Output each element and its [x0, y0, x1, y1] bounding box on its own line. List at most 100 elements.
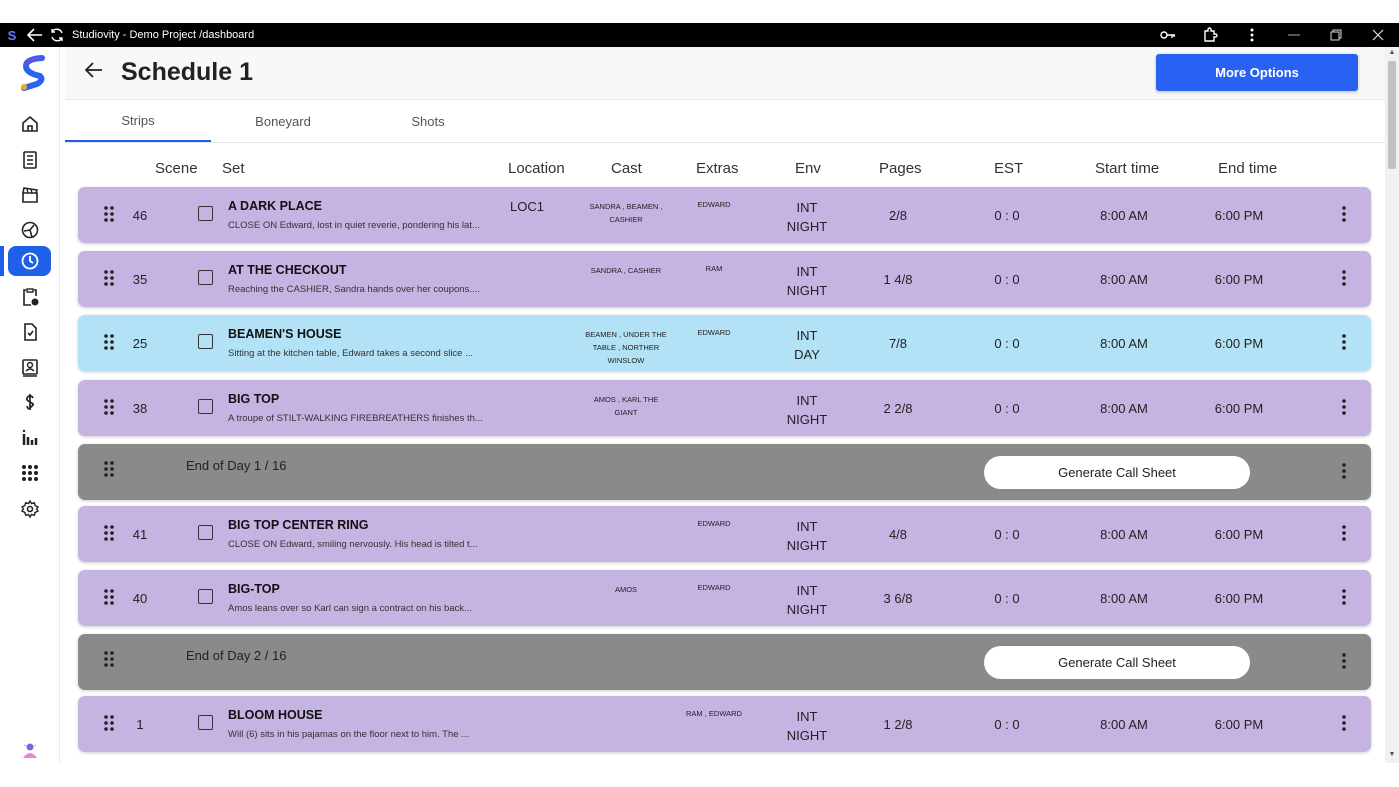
strip-row[interactable]: 46 A DARK PLACE CLOSE ON Edward, lost in q…: [78, 187, 1371, 243]
est: 0 : 0: [994, 336, 1020, 351]
row-menu-icon[interactable]: [1337, 269, 1351, 289]
strip-row[interactable]: 40 BIG-TOP Amos leans over so Karl can sig…: [78, 570, 1371, 626]
drag-handle-icon[interactable]: [102, 333, 116, 351]
start-time: 8:00 AM: [1100, 527, 1148, 542]
clapperboard-icon: [21, 187, 38, 203]
set-title: BEAMEN'S HOUSE: [228, 327, 342, 341]
sidebar-item-reports[interactable]: [8, 317, 51, 347]
row-menu-icon[interactable]: [1337, 588, 1351, 608]
col-env: Env: [795, 160, 821, 177]
extensions-icon[interactable]: [1189, 23, 1231, 47]
more-options-button[interactable]: More Options: [1156, 54, 1358, 91]
scene-number: 40: [132, 591, 148, 606]
row-menu-icon[interactable]: [1337, 714, 1351, 734]
row-menu-icon[interactable]: [1337, 333, 1351, 353]
clipboard-clock-icon: [22, 288, 38, 306]
tab-shots[interactable]: Shots: [411, 113, 445, 129]
set-title: BIG TOP: [228, 392, 280, 406]
cast: SANDRA , BEAMEN , CASHIER: [589, 202, 663, 224]
sidebar-item-shots[interactable]: [8, 215, 51, 245]
sidebar-item-schedule[interactable]: [8, 246, 51, 276]
strip-row[interactable]: 1 BLOOM HOUSE Will (6) sits in his pajamas…: [78, 696, 1371, 752]
sidebar-item-script[interactable]: [8, 145, 51, 175]
generate-call-sheet-button[interactable]: Generate Call Sheet: [984, 646, 1250, 679]
env: INT NIGHT: [776, 262, 838, 300]
strip-checkbox[interactable]: [198, 399, 213, 414]
extras: EDWARD: [697, 200, 731, 209]
scroll-down-icon[interactable]: ▼: [1388, 751, 1396, 758]
apps-grid-icon: [21, 465, 38, 481]
sidebar-item-user[interactable]: [8, 735, 51, 765]
tab-strips[interactable]: Strips: [65, 100, 211, 142]
back-arrow-icon[interactable]: [24, 23, 46, 47]
strip-checkbox[interactable]: [198, 589, 213, 604]
row-menu-icon[interactable]: [1337, 205, 1351, 225]
generate-call-sheet-button[interactable]: Generate Call Sheet: [984, 456, 1250, 489]
sidebar-item-home[interactable]: [8, 109, 51, 139]
end-time: 6:00 PM: [1214, 401, 1264, 416]
env: INT DAY: [776, 326, 838, 364]
set-title: BLOOM HOUSE: [228, 708, 323, 722]
key-icon[interactable]: [1147, 23, 1189, 47]
end-of-day-row[interactable]: End of Day 2 / 16 Generate Call Sheet: [78, 634, 1371, 690]
col-scene: Scene: [155, 160, 198, 177]
sidebar-item-callsheet[interactable]: [8, 282, 51, 312]
set-description: A troupe of STILT-WALKING FIREBREATHERS …: [228, 413, 483, 424]
scroll-thumb[interactable]: [1388, 61, 1396, 169]
back-arrow-icon[interactable]: [84, 61, 103, 84]
pages: 1 4/8: [883, 272, 913, 287]
end-of-day-row[interactable]: End of Day 1 / 16 Generate Call Sheet: [78, 444, 1371, 500]
row-menu-icon[interactable]: [1337, 652, 1351, 672]
strip-checkbox[interactable]: [198, 334, 213, 349]
drag-handle-icon[interactable]: [102, 398, 116, 416]
env: INT NIGHT: [776, 517, 838, 555]
row-menu-icon[interactable]: [1337, 398, 1351, 418]
scroll-up-icon[interactable]: ▲: [1388, 49, 1396, 56]
strip-checkbox[interactable]: [198, 715, 213, 730]
reload-icon[interactable]: [46, 23, 68, 47]
drag-handle-icon[interactable]: [102, 714, 116, 732]
strip-checkbox[interactable]: [198, 270, 213, 285]
minimize-icon[interactable]: [1273, 23, 1315, 47]
strip-row[interactable]: 25 BEAMEN'S HOUSE Sitting at the kitchen t…: [78, 315, 1371, 371]
strip-row[interactable]: 35 AT THE CHECKOUT Reaching the CASHIER, S…: [78, 251, 1371, 307]
close-icon[interactable]: [1357, 23, 1399, 47]
extras: EDWARD: [697, 328, 731, 337]
extras: EDWARD: [697, 519, 731, 528]
strip-row[interactable]: 41 BIG TOP CENTER RING CLOSE ON Edward, sm…: [78, 506, 1371, 562]
window-titlebar: S Studiovity - Demo Project /dashboard: [0, 23, 1399, 47]
env-time: NIGHT: [786, 412, 828, 427]
tab-boneyard[interactable]: Boneyard: [255, 113, 311, 129]
env-int-ext: INT: [796, 519, 818, 534]
env-time: NIGHT: [786, 219, 828, 234]
drag-handle-icon[interactable]: [102, 524, 116, 542]
sidebar-item-analytics[interactable]: [8, 423, 51, 453]
strip-row[interactable]: 38 BIG TOP A troupe of STILT-WALKING FIREB…: [78, 380, 1371, 436]
extras: RAM , EDWARD: [686, 709, 742, 718]
drag-handle-icon[interactable]: [102, 460, 116, 478]
strip-checkbox[interactable]: [198, 525, 213, 540]
sidebar-item-contacts[interactable]: [8, 352, 51, 382]
drag-handle-icon[interactable]: [102, 205, 116, 223]
row-menu-icon[interactable]: [1337, 524, 1351, 544]
sidebar-item-budget[interactable]: [8, 387, 51, 417]
cast: BEAMEN , UNDER THE TABLE , NORTHER WINSL…: [585, 330, 667, 365]
sidebar-item-breakdown[interactable]: [8, 180, 51, 210]
scene-number: 25: [132, 336, 148, 351]
env-int-ext: INT: [796, 200, 818, 215]
drag-handle-icon[interactable]: [102, 650, 116, 668]
drag-handle-icon[interactable]: [102, 588, 116, 606]
scrollbar[interactable]: ▲ ▼: [1385, 47, 1399, 763]
restore-icon[interactable]: [1315, 23, 1357, 47]
col-start-time: Start time: [1095, 160, 1160, 177]
extras: RAM: [705, 264, 723, 273]
end-time: 6:00 PM: [1214, 208, 1264, 223]
window-title: Studiovity - Demo Project /dashboard: [72, 29, 255, 41]
row-menu-icon[interactable]: [1337, 462, 1351, 482]
drag-handle-icon[interactable]: [102, 269, 116, 287]
sidebar-item-settings[interactable]: [8, 494, 51, 524]
kebab-menu-icon[interactable]: [1231, 23, 1273, 47]
strip-checkbox[interactable]: [198, 206, 213, 221]
sidebar-item-apps[interactable]: [8, 458, 51, 488]
extras: EDWARD: [697, 583, 731, 592]
